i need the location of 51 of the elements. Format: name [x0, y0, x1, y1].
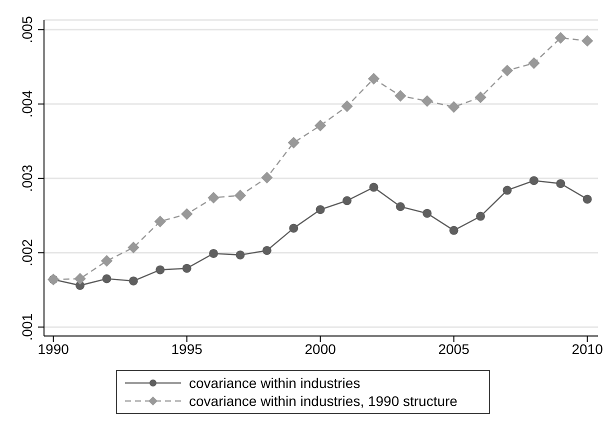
point — [396, 202, 405, 212]
point — [289, 224, 298, 233]
point — [74, 272, 86, 285]
point — [529, 176, 538, 186]
point — [234, 190, 246, 202]
point — [100, 255, 113, 267]
point — [556, 179, 566, 188]
legend-label: covariance within industries — [189, 375, 360, 391]
point — [476, 212, 486, 221]
y-tick-label: .001 — [19, 313, 35, 341]
point — [342, 196, 352, 206]
point — [128, 242, 140, 254]
point — [554, 32, 566, 44]
point — [368, 72, 380, 85]
point — [262, 246, 272, 255]
y-tick-label: .005 — [19, 16, 35, 44]
point — [394, 90, 406, 102]
point — [288, 136, 300, 149]
point — [449, 226, 458, 235]
point — [421, 95, 433, 107]
point — [261, 172, 273, 184]
y-tick-label: .004 — [19, 90, 35, 118]
x-tick-label: 2005 — [438, 340, 470, 357]
x-tick-label: 2010 — [572, 340, 604, 357]
x-tick-label: 1995 — [171, 340, 203, 357]
point — [236, 250, 245, 260]
point — [369, 182, 378, 192]
legend-label: covariance within industries, 1990 structure — [189, 393, 458, 409]
point — [102, 274, 112, 284]
point — [582, 194, 592, 204]
point — [501, 64, 514, 76]
point — [528, 57, 540, 69]
point — [208, 192, 220, 204]
x-tick-label: 1990 — [38, 340, 70, 357]
point — [422, 208, 432, 218]
point — [314, 120, 326, 132]
x-tick-label: 2000 — [304, 340, 336, 357]
point — [341, 100, 353, 112]
point — [448, 101, 460, 113]
point — [182, 264, 192, 273]
point — [156, 265, 165, 274]
point — [154, 216, 166, 228]
point — [128, 276, 138, 286]
point — [180, 208, 193, 220]
point — [474, 91, 486, 104]
point — [316, 205, 325, 214]
point — [209, 248, 218, 258]
point — [581, 34, 594, 47]
point — [502, 186, 512, 195]
y-tick-label: .003 — [19, 164, 35, 192]
y-tick-label: .002 — [19, 238, 35, 266]
